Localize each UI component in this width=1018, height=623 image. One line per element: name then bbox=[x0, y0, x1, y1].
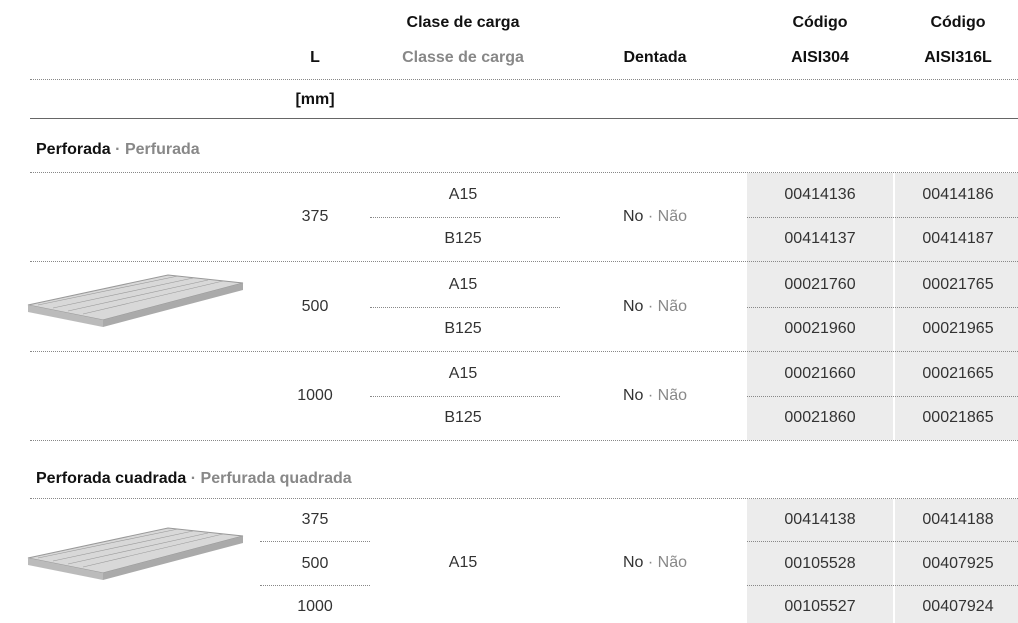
code-aisi316l: 00414188 bbox=[922, 511, 994, 528]
code-aisi316l: 00414187 bbox=[922, 230, 994, 247]
code-aisi304: 00414138 bbox=[784, 511, 856, 528]
load-class: B125 bbox=[444, 319, 482, 337]
code-aisi304: 00021860 bbox=[784, 409, 856, 426]
grate-image bbox=[27, 274, 244, 327]
rule bbox=[260, 584, 370, 586]
dentada-part: No bbox=[622, 554, 644, 571]
code-aisi316l: 00021665 bbox=[922, 365, 994, 382]
rule bbox=[30, 172, 1018, 173]
rule bbox=[30, 440, 1018, 441]
section-title-part: · bbox=[190, 470, 197, 487]
dentada-part: · bbox=[647, 554, 654, 571]
dentada-part: Não bbox=[657, 297, 688, 315]
dentada-part: Não bbox=[657, 208, 688, 225]
code-aisi316l: 00414186 bbox=[922, 186, 994, 203]
code-aisi304: 00021760 bbox=[784, 275, 856, 293]
section-title-part: Perforada bbox=[36, 141, 111, 158]
header: Classe de carga bbox=[402, 49, 524, 66]
code-bg bbox=[895, 499, 1018, 623]
header: L bbox=[310, 49, 320, 66]
rule bbox=[370, 306, 560, 308]
code-aisi316l: 00407924 bbox=[922, 598, 994, 615]
section-title-part: Perforada cuadrada bbox=[36, 470, 187, 487]
load-class: B125 bbox=[444, 409, 482, 426]
dentada-part: Não bbox=[657, 387, 688, 404]
code-aisi304: 00105527 bbox=[784, 598, 856, 615]
rule bbox=[747, 584, 1018, 586]
rule bbox=[747, 306, 1018, 308]
dentada-part: No bbox=[622, 387, 644, 404]
length: 1000 bbox=[297, 598, 333, 615]
dentada: No · Não bbox=[623, 387, 687, 405]
dentada-part: No bbox=[622, 297, 644, 315]
code-aisi304: 00414137 bbox=[784, 230, 856, 247]
header: Código bbox=[930, 14, 986, 31]
rule bbox=[370, 217, 560, 218]
section-title: Perforada · Perfurada bbox=[36, 141, 200, 159]
code-aisi304: 00414136 bbox=[784, 186, 856, 203]
code-bg bbox=[747, 499, 893, 623]
header: Código bbox=[792, 14, 848, 31]
rule bbox=[30, 350, 1018, 352]
header: AISI304 bbox=[791, 49, 849, 66]
code-aisi316l: 00021965 bbox=[922, 319, 994, 337]
length: 375 bbox=[301, 208, 329, 225]
code-aisi304: 00105528 bbox=[784, 554, 856, 572]
dentada-part: · bbox=[647, 387, 654, 404]
section-title-part: · bbox=[115, 141, 121, 158]
dentada-part: No bbox=[622, 208, 644, 225]
length: 1000 bbox=[297, 387, 333, 404]
rule bbox=[747, 217, 1018, 218]
dentada-part: Não bbox=[657, 554, 688, 571]
code-aisi304: 00021960 bbox=[784, 319, 856, 337]
unit: [mm] bbox=[295, 91, 335, 108]
section-title: Perforada cuadrada · Perfurada quadrada bbox=[36, 470, 352, 488]
grate-image bbox=[27, 527, 244, 580]
rule bbox=[30, 118, 1018, 119]
load-class: B125 bbox=[444, 230, 482, 247]
load-class: A15 bbox=[448, 186, 478, 203]
dentada: No · Não bbox=[623, 208, 687, 226]
section-title-part: Perfurada bbox=[124, 141, 200, 158]
rule bbox=[30, 79, 1018, 80]
header: AISI316L bbox=[924, 49, 992, 66]
code-aisi316l: 00021865 bbox=[922, 409, 994, 426]
code-aisi316l: 00021765 bbox=[922, 275, 994, 293]
dentada: No · Não bbox=[623, 298, 687, 316]
rule bbox=[30, 498, 1018, 499]
dentada-part: · bbox=[647, 297, 654, 315]
code-aisi316l: 00407925 bbox=[922, 554, 994, 572]
header: Dentada bbox=[623, 49, 687, 66]
rule bbox=[747, 396, 1018, 397]
length: 375 bbox=[301, 511, 329, 528]
code-aisi304: 00021660 bbox=[784, 365, 856, 382]
dentada: No · Não bbox=[623, 554, 687, 572]
dentada-part: · bbox=[647, 208, 654, 225]
load-class: A15 bbox=[448, 554, 478, 571]
length: 500 bbox=[301, 297, 329, 315]
rule bbox=[260, 541, 370, 542]
rule bbox=[747, 541, 1018, 542]
load-class: A15 bbox=[448, 365, 478, 382]
rule bbox=[370, 396, 560, 397]
header: Clase de carga bbox=[406, 14, 520, 31]
length: 500 bbox=[301, 554, 329, 572]
rule bbox=[30, 261, 1018, 262]
section-title-part: Perfurada quadrada bbox=[200, 470, 352, 487]
load-class: A15 bbox=[448, 275, 478, 293]
